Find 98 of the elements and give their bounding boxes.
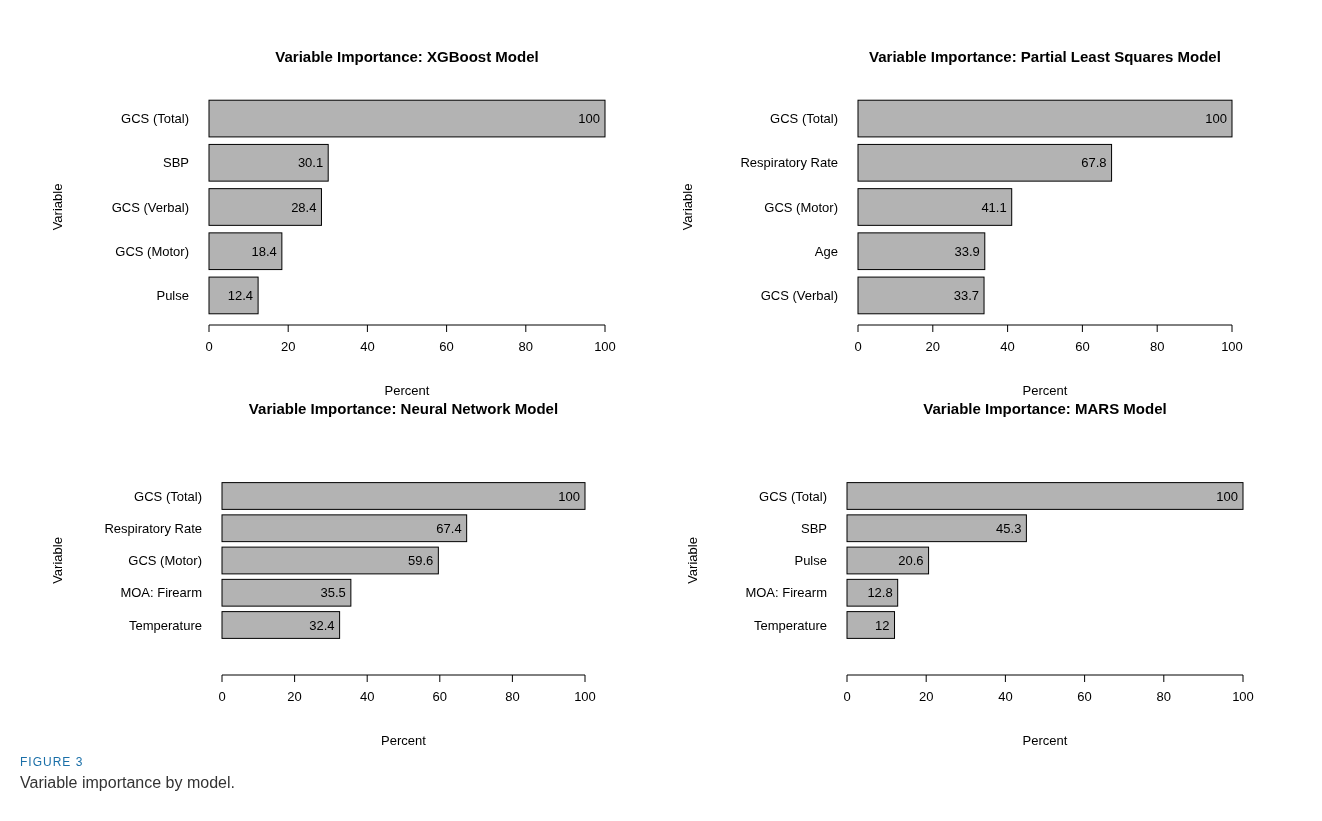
x-tick-label: 40 <box>1000 339 1015 354</box>
bar <box>221 482 586 510</box>
bar <box>857 143 1113 182</box>
bar <box>208 143 329 182</box>
x-tick-label: 40 <box>998 689 1013 704</box>
bar <box>208 232 283 271</box>
x-tick-label: 20 <box>918 689 934 704</box>
data-label: 20.6 <box>898 553 924 569</box>
x-tick-label: 20 <box>280 339 296 354</box>
bar <box>857 99 1233 138</box>
y-tick-label: GCS (Total) <box>121 111 189 127</box>
bar <box>857 276 985 315</box>
y-axis-title: Variable <box>680 183 695 231</box>
bar <box>221 546 439 575</box>
bar <box>208 99 606 138</box>
chart-title: Variable Importance: MARS Model <box>923 400 1167 417</box>
chart-title: Variable Importance: Neural Network Model <box>248 400 559 417</box>
x-tick-label: 100 <box>1232 689 1254 704</box>
bar <box>857 232 986 271</box>
x-tick-label: 40 <box>360 339 375 354</box>
y-axis-title: Variable <box>685 537 700 584</box>
data-label: 67.4 <box>436 520 462 536</box>
bar <box>221 611 341 639</box>
y-tick-label: GCS (Total) <box>759 488 827 504</box>
data-label: 12.4 <box>227 287 254 303</box>
y-tick-label: GCS (Verbal) <box>111 199 189 215</box>
x-tick-label: 0 <box>205 339 213 354</box>
bar <box>846 514 1027 543</box>
x-tick-label: 80 <box>1156 689 1172 704</box>
y-tick-label: Pulse <box>794 553 827 569</box>
data-label: 100 <box>558 488 580 504</box>
data-label: 30.1 <box>297 155 324 171</box>
x-tick-label: 60 <box>439 339 454 354</box>
data-label: 33.9 <box>954 243 980 259</box>
x-tick-label: 20 <box>287 689 302 704</box>
y-tick-label: GCS (Total) <box>134 488 202 504</box>
x-axis-title: Percent <box>381 733 427 748</box>
x-tick-label: 0 <box>854 339 862 354</box>
y-tick-label: Pulse <box>156 287 189 303</box>
y-tick-label: Temperature <box>754 617 827 633</box>
y-tick-label: GCS (Motor) <box>128 553 202 569</box>
bar <box>846 578 899 607</box>
y-tick-label: GCS (Total) <box>770 111 838 127</box>
data-label: 35.5 <box>320 585 346 601</box>
x-tick-label: 80 <box>1149 339 1165 354</box>
y-tick-label: Age <box>814 243 838 259</box>
x-tick-label: 0 <box>218 689 226 704</box>
bar <box>846 611 896 639</box>
data-label: 59.6 <box>408 553 434 569</box>
x-tick-label: 80 <box>518 339 534 354</box>
y-tick-label: MOA: Firearm <box>745 585 827 601</box>
x-axis-title: Percent <box>1022 733 1068 748</box>
y-axis-title: Variable <box>50 537 65 584</box>
data-label: 12 <box>875 617 890 633</box>
bar <box>221 514 468 543</box>
y-tick-label: SBP <box>800 520 827 536</box>
text: Variable importance by model. <box>20 774 235 791</box>
data-label: 45.3 <box>996 520 1022 536</box>
y-tick-label: GCS (Verbal) <box>760 287 838 303</box>
chart-title: Variable Importance: Partial Least Squares Model <box>869 48 1221 65</box>
x-tick-label: 20 <box>925 339 941 354</box>
data-label: 100 <box>1216 488 1238 504</box>
x-tick-label: 60 <box>1077 689 1092 704</box>
y-tick-label: Temperature <box>129 617 202 633</box>
x-axis-title: Percent <box>384 383 430 398</box>
y-tick-label: GCS (Motor) <box>115 243 189 259</box>
bar <box>221 578 352 607</box>
x-tick-label: 80 <box>505 689 520 704</box>
data-label: 41.1 <box>981 199 1007 215</box>
bar <box>857 188 1013 226</box>
data-label: 18.4 <box>251 243 277 259</box>
x-tick-label: 60 <box>1075 339 1090 354</box>
bar <box>208 276 259 315</box>
y-tick-label: Respiratory Rate <box>104 520 202 536</box>
y-tick-label: GCS (Motor) <box>764 199 838 215</box>
x-tick-label: 100 <box>574 689 596 704</box>
x-tick-label: 100 <box>1221 339 1243 354</box>
data-label: 100 <box>1205 111 1227 127</box>
bar <box>846 546 930 575</box>
data-label: 12.8 <box>867 585 893 601</box>
y-tick-label: SBP <box>162 155 189 171</box>
caption: FIGURE 3 <box>20 755 84 769</box>
bar <box>208 188 322 226</box>
data-label: 67.8 <box>1081 155 1107 171</box>
data-label: 32.4 <box>309 617 335 633</box>
x-tick-label: 60 <box>432 689 448 704</box>
data-label: 28.4 <box>291 199 317 215</box>
x-tick-label: 100 <box>594 339 616 354</box>
x-axis-title: Percent <box>1022 383 1068 398</box>
data-label: 100 <box>578 111 600 127</box>
y-axis-title: Variable <box>50 183 65 231</box>
chart-title: Variable Importance: XGBoost Model <box>275 48 539 65</box>
bar <box>846 482 1244 510</box>
data-label: 33.7 <box>953 287 980 303</box>
y-tick-label: MOA: Firearm <box>120 585 202 601</box>
x-tick-label: 0 <box>843 689 851 704</box>
y-tick-label: Respiratory Rate <box>740 155 838 171</box>
x-tick-label: 40 <box>359 689 375 704</box>
